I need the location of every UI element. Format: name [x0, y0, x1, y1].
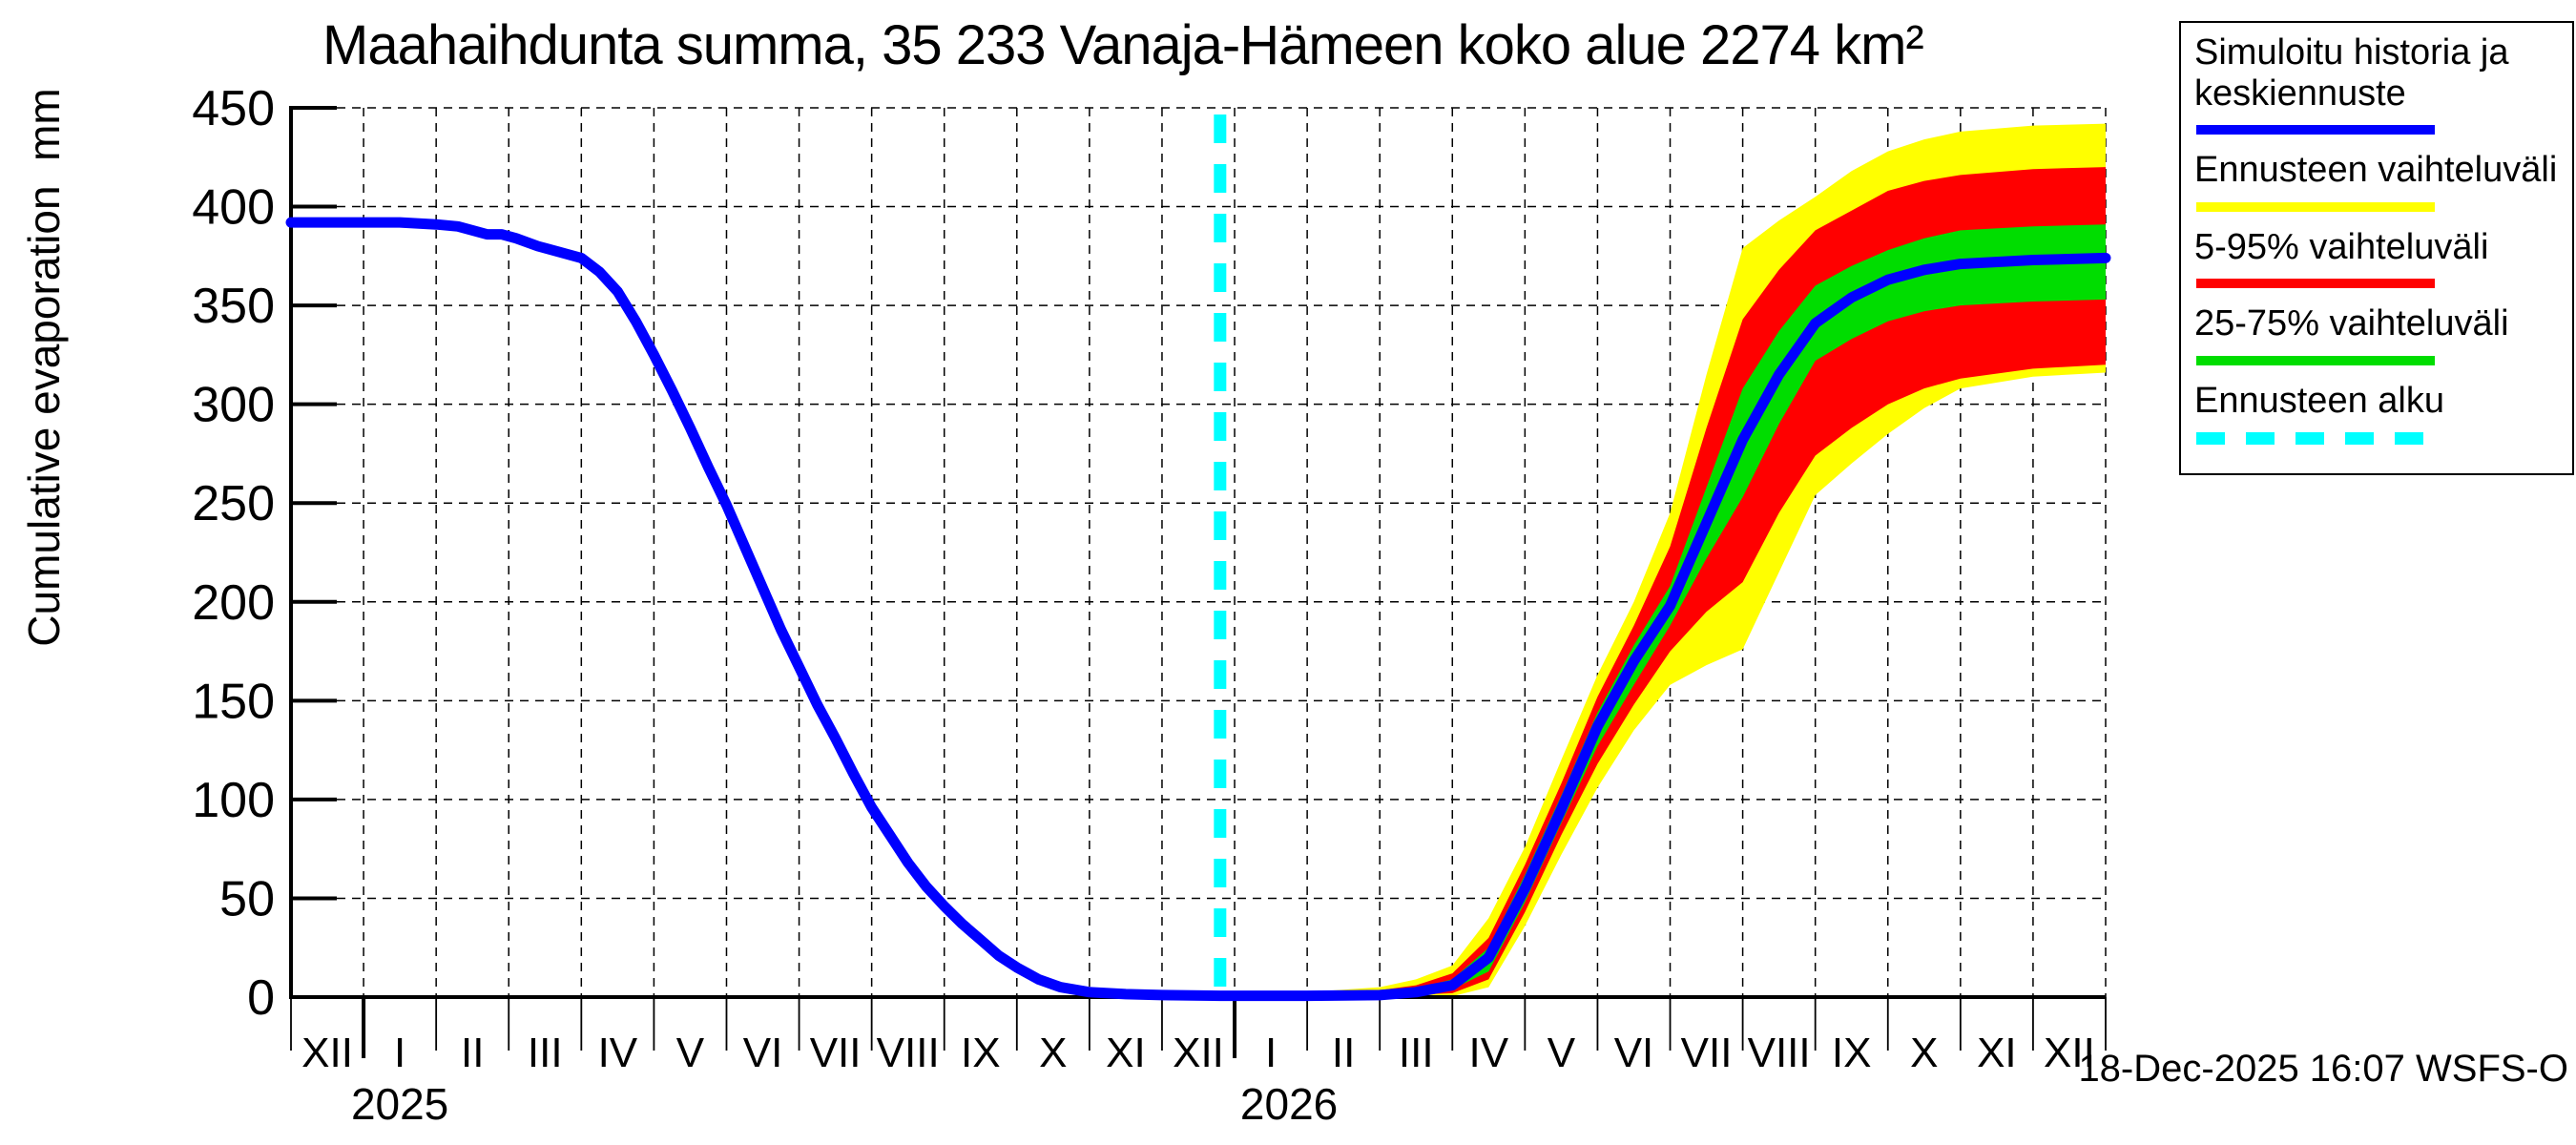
svg-text:200: 200 [192, 575, 275, 631]
legend-label: Ennusteen vaihteluväli [2194, 150, 2558, 191]
legend-label: 25-75% vaihteluväli [2194, 303, 2509, 344]
month-labels: XII I II III IV V VI VII VIII IX X XI XII I II III IV V VI… [301, 1030, 2095, 1076]
year-labels: 2025 2026 [351, 1079, 1338, 1129]
svg-text:IX: IX [961, 1030, 1001, 1076]
svg-text:V: V [1548, 1030, 1576, 1076]
svg-text:VIII: VIII [877, 1030, 940, 1076]
svg-text:0: 0 [247, 970, 275, 1026]
range-25-75-swatch [2196, 355, 2435, 365]
svg-text:350: 350 [192, 279, 275, 334]
svg-text:XII: XII [1173, 1030, 1224, 1076]
legend-item-25-75: 25-75% vaihteluväli [2194, 303, 2561, 365]
svg-text:I: I [1265, 1030, 1277, 1076]
svg-text:XII: XII [301, 1030, 353, 1076]
svg-text:250: 250 [192, 476, 275, 531]
svg-text:VII: VII [810, 1030, 862, 1076]
forecast-start-line-swatch [2196, 432, 2435, 446]
svg-text:VI: VI [1614, 1030, 1654, 1076]
svg-text:300: 300 [192, 378, 275, 433]
legend-label: 5-95% vaihteluväli [2194, 226, 2489, 267]
svg-text:50: 50 [219, 871, 275, 926]
svg-text:XI: XI [1106, 1030, 1146, 1076]
y-tick-labels: 0 50 100 150 200 250 300 350 400 450 [192, 81, 275, 1026]
history-mean-line-swatch [2196, 125, 2435, 135]
legend: Simuloitu historia ja keskiennuste Ennus… [2179, 21, 2574, 476]
svg-text:450: 450 [192, 81, 275, 136]
timestamp: 18-Dec-2025 16:07 WSFS-O [2078, 1048, 2568, 1090]
svg-text:VI: VI [743, 1030, 783, 1076]
svg-text:XI: XI [1977, 1030, 2017, 1076]
svg-text:2026: 2026 [1240, 1079, 1338, 1129]
svg-text:II: II [1332, 1030, 1355, 1076]
svg-text:400: 400 [192, 180, 275, 236]
svg-text:III: III [1399, 1030, 1434, 1076]
svg-text:I: I [394, 1030, 405, 1076]
legend-label: Simuloitu historia ja keskiennuste [2194, 32, 2509, 114]
svg-text:IX: IX [1832, 1030, 1872, 1076]
chart-title: Maahaihdunta summa, 35 233 Vanaja-Hämeen… [322, 14, 1924, 76]
svg-text:VIII: VIII [1748, 1030, 1811, 1076]
legend-item-5-95: 5-95% vaihteluväli [2194, 227, 2561, 289]
history-mean-line [285, 217, 2111, 1002]
range-5-95-swatch [2196, 279, 2435, 289]
band-5-95% vaihteluväli [1201, 167, 2106, 997]
svg-text:2025: 2025 [351, 1079, 448, 1129]
svg-text:II: II [461, 1030, 484, 1076]
band-25-75% vaihteluväli [1201, 224, 2106, 997]
legend-label: Ennusteen alku [2194, 380, 2444, 421]
uncertainty-bands [1201, 123, 2106, 997]
svg-text:XII: XII [2044, 1030, 2095, 1076]
svg-text:150: 150 [192, 674, 275, 729]
legend-item-forecast-range: Ennusteen vaihteluväli [2194, 150, 2561, 212]
svg-text:V: V [676, 1030, 705, 1076]
forecast-range-swatch [2196, 201, 2435, 212]
legend-item-forecast-start: Ennusteen alku [2194, 381, 2561, 446]
svg-text:IV: IV [1469, 1030, 1509, 1076]
svg-text:VII: VII [1681, 1030, 1733, 1076]
svg-text:X: X [1039, 1030, 1067, 1076]
svg-text:100: 100 [192, 773, 275, 828]
svg-text:III: III [528, 1030, 563, 1076]
svg-text:IV: IV [598, 1030, 638, 1076]
svg-text:X: X [1910, 1030, 1938, 1076]
legend-item-history-mean: Simuloitu historia ja keskiennuste [2194, 32, 2561, 135]
